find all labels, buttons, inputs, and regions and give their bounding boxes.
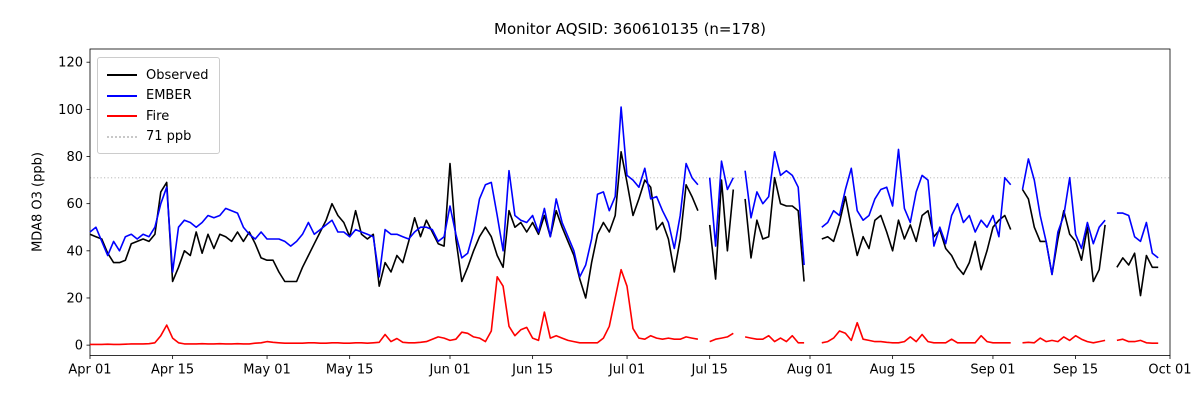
x-axis-tick-label: Jul 01 [608, 363, 645, 378]
legend-label: Fire [146, 108, 170, 124]
fire-line [709, 332, 734, 343]
legend-label: Observed [146, 67, 209, 83]
legend-label: EMBER [146, 88, 192, 104]
y-axis-tick-label: 80 [66, 150, 83, 165]
axes-frame [89, 48, 1171, 356]
ember-line [708, 160, 735, 247]
x-axis-tick-label: Jun 01 [429, 363, 471, 378]
observed-line [1116, 252, 1159, 297]
legend: Observed EMBER Fire 71 ppb [97, 57, 220, 154]
ember-line [1116, 212, 1159, 259]
x-axis-tick-label: Apr 01 [68, 363, 111, 378]
x-axis-tick-label: Jun 15 [511, 363, 553, 378]
x-axis-tick-label: Apr 15 [151, 363, 194, 378]
fire-line [744, 334, 805, 344]
fire-line [1022, 334, 1106, 344]
x-axis-tick-label: Sep 01 [970, 363, 1015, 378]
legend-entry-observed: Observed [107, 65, 209, 86]
x-axis-tick-label: Jul 15 [690, 363, 727, 378]
fire-line [821, 321, 1011, 344]
ember-line [89, 106, 699, 278]
legend-entry-reference: 71 ppb [107, 127, 209, 148]
y-axis-tick-label: 40 [66, 244, 83, 259]
y-axis-tick-label: 20 [66, 291, 83, 306]
legend-entry-fire: Fire [107, 106, 209, 127]
observed-line [708, 179, 735, 280]
observed-line [89, 151, 699, 299]
ember-line [821, 148, 1012, 247]
ember-line [1021, 158, 1106, 276]
observed-line [821, 195, 1012, 276]
observed-line-swatch [107, 74, 137, 77]
fire-line-swatch [107, 115, 137, 118]
y-axis-tick-label: 100 [58, 103, 83, 118]
observed-line [1021, 189, 1106, 283]
reference-line-swatch [107, 135, 137, 138]
x-axis-tick-label: Aug 15 [870, 363, 916, 378]
fire-line [1116, 338, 1159, 345]
x-axis-tick-label: Sep 15 [1053, 363, 1098, 378]
y-axis-tick-label: 0 [75, 339, 83, 354]
x-axis-tick-label: Oct 01 [1148, 363, 1191, 378]
y-axis-tick-label: 60 [66, 197, 83, 212]
chart-title: Monitor AQSID: 360610135 (n=178) [494, 20, 766, 38]
y-axis-label: MDA8 O3 (ppb) [30, 152, 46, 252]
ember-line [744, 151, 805, 266]
legend-entry-ember: EMBER [107, 86, 209, 107]
observed-line [744, 176, 805, 282]
y-axis-tick-label: 120 [58, 56, 83, 71]
x-axis-tick-label: May 15 [326, 363, 374, 378]
legend-label: 71 ppb [146, 129, 192, 145]
ember-line-swatch [107, 94, 137, 97]
fire-line [90, 268, 699, 346]
x-axis-tick-label: May 01 [243, 363, 291, 378]
x-axis-tick-label: Aug 01 [787, 363, 833, 378]
